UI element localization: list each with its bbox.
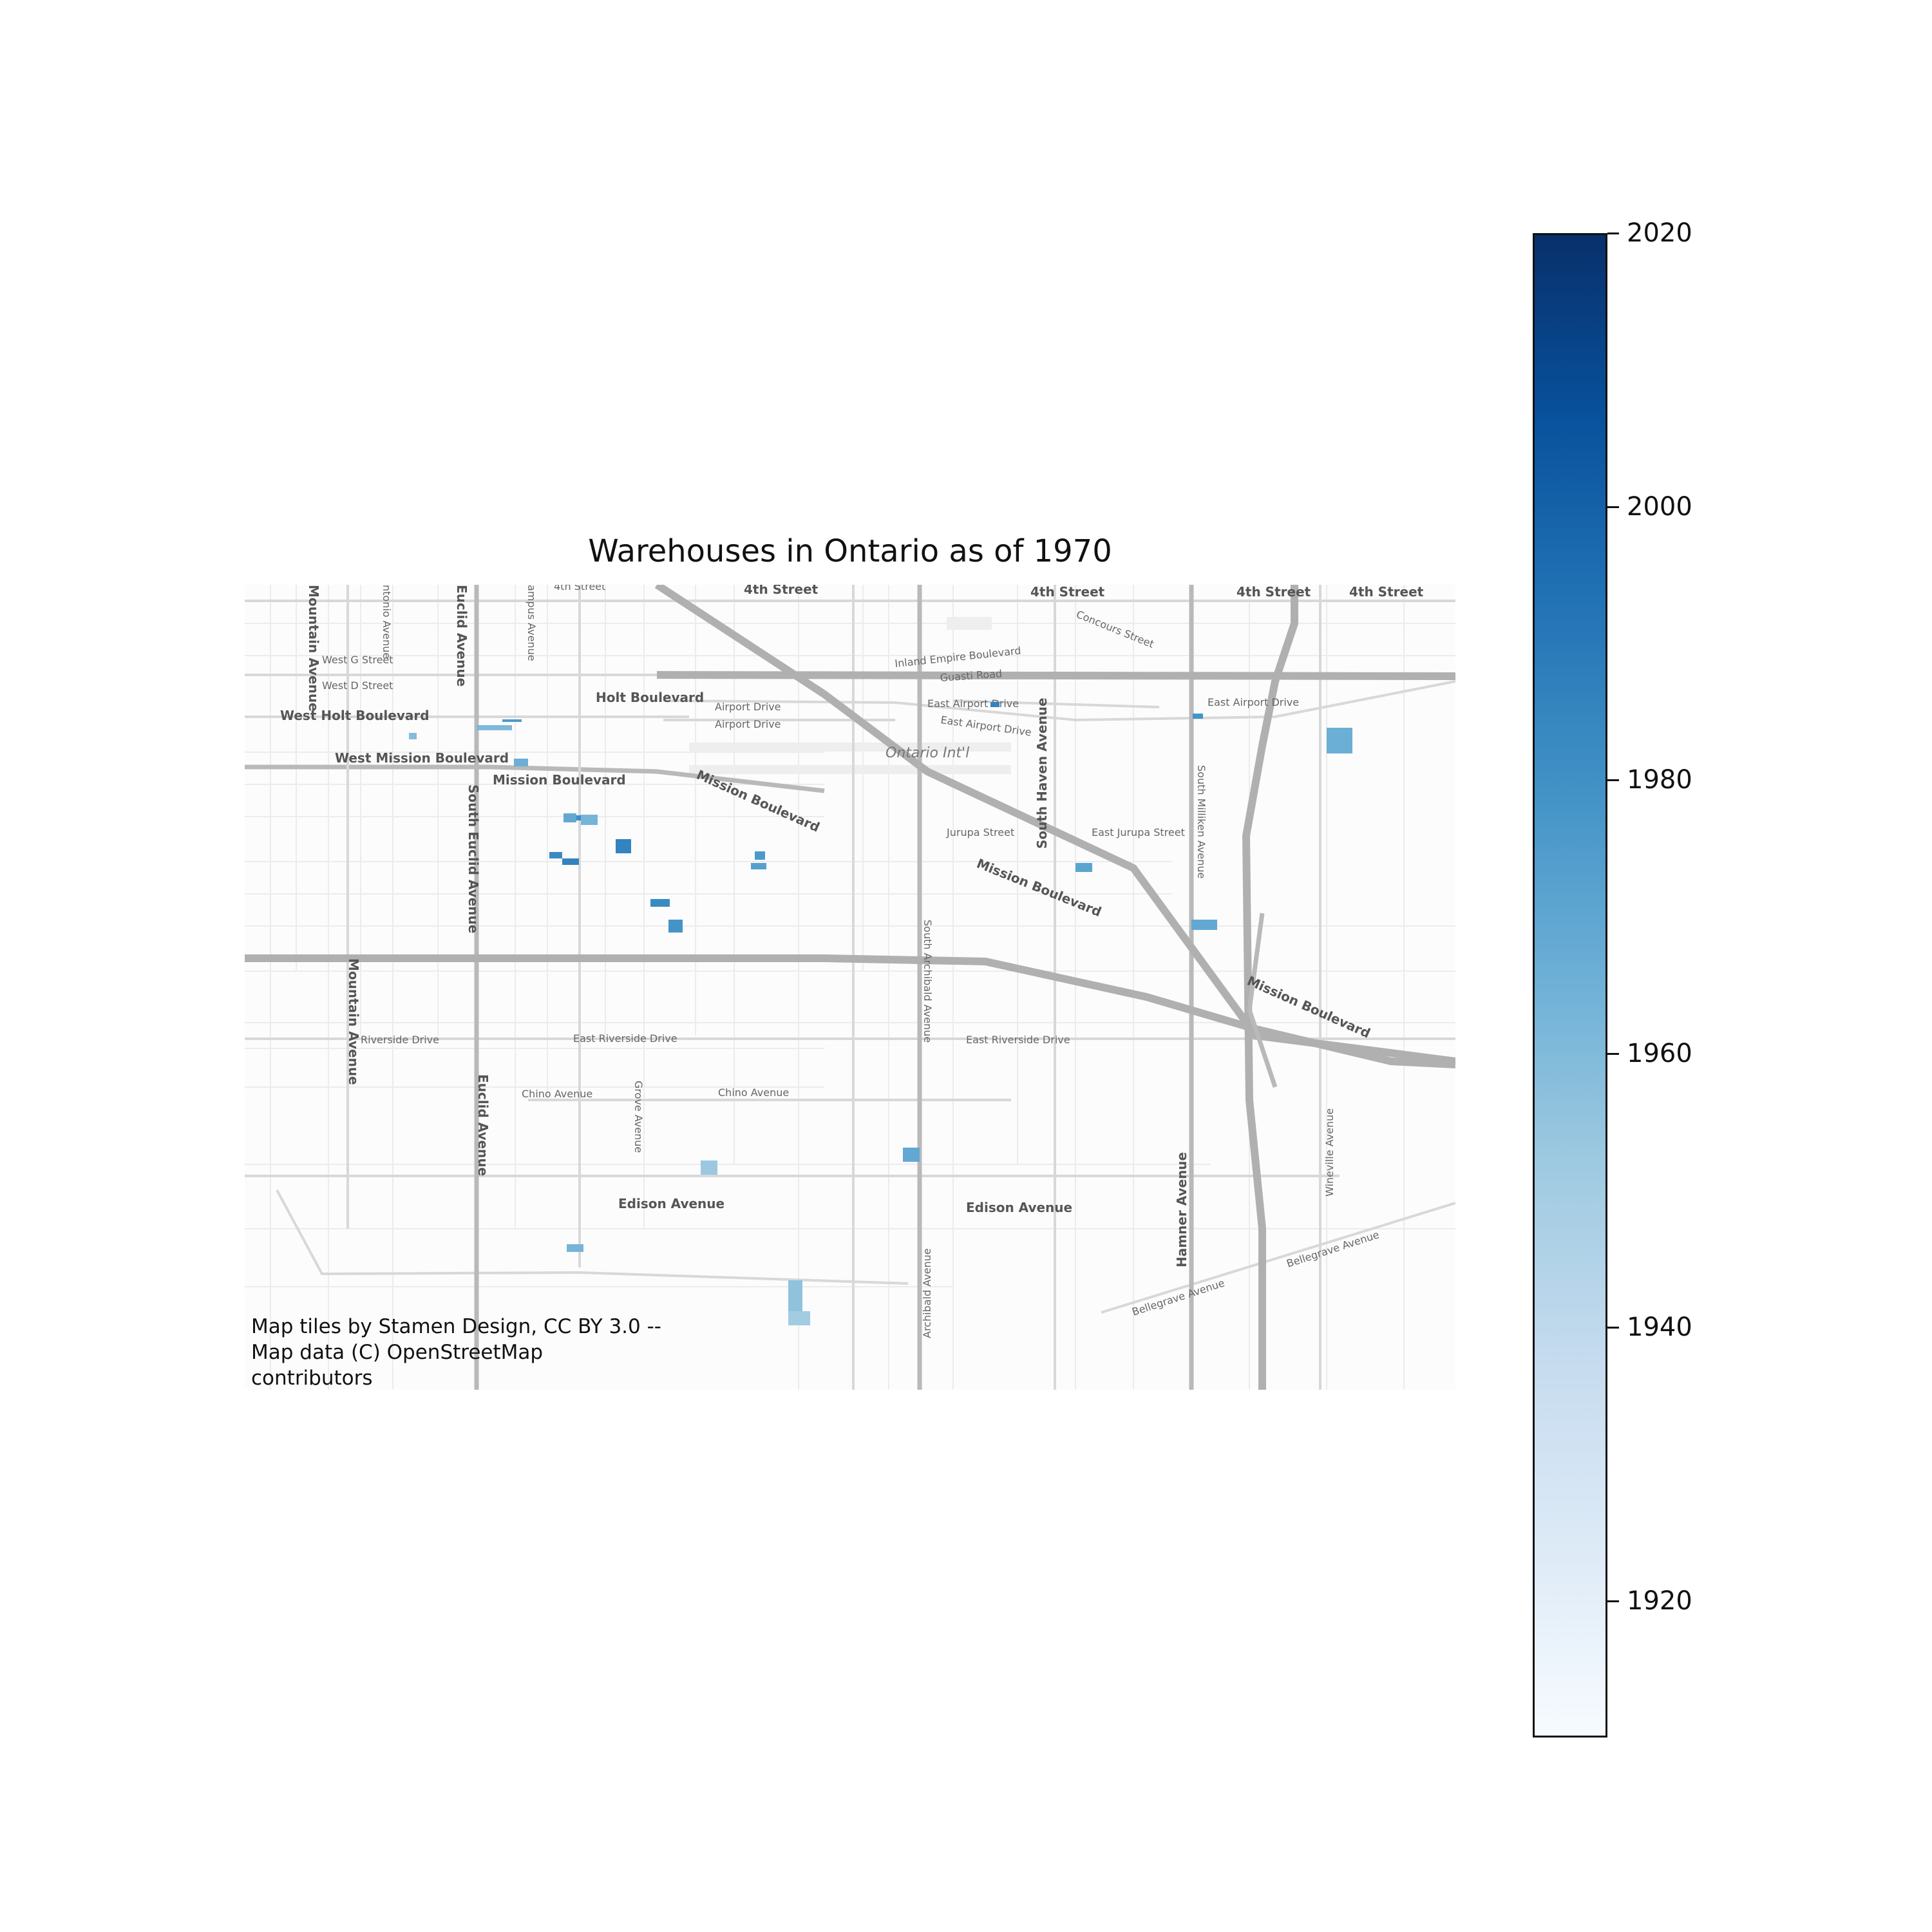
- label-south-milliken-avenue: South Milliken Avenue: [1195, 765, 1208, 878]
- label-chino-avenue-1: Chino Avenue: [522, 1088, 592, 1100]
- colorbar-tick-label: 2000: [1627, 491, 1692, 522]
- warehouse: [562, 858, 579, 865]
- label-mountain-avenue: Mountain Avenue: [306, 585, 321, 712]
- label-edison-avenue-1: Edison Avenue: [618, 1196, 724, 1211]
- label-jurupa-street: Jurupa Street: [946, 826, 1014, 838]
- colorbar-tick-label: 1980: [1627, 765, 1692, 795]
- label-mission-boulevard-west: Mission Boulevard: [493, 772, 626, 788]
- label-inland-empire-boulevard: Inland Empire Boulevard: [894, 645, 1021, 670]
- warehouse: [1075, 863, 1092, 872]
- warehouse: [564, 813, 576, 822]
- label-bellegrave-avenue-2: Bellegrave Avenue: [1285, 1228, 1380, 1269]
- label-east-jurupa-street: East Jurupa Street: [1092, 826, 1185, 838]
- warehouse: [650, 899, 670, 907]
- warehouse: [701, 1160, 717, 1175]
- colorbar-tick: [1607, 1600, 1619, 1602]
- label-east-airport-drive-1: East Airport Drive: [927, 697, 1019, 710]
- warehouse: [549, 852, 562, 858]
- colorbar-tick: [1607, 1053, 1619, 1056]
- warehouse: [581, 815, 598, 825]
- freeways: [245, 585, 1455, 1390]
- warehouse: [616, 839, 631, 853]
- warehouse: [903, 1148, 920, 1162]
- label-archibald-avenue: Archibald Avenue: [921, 1248, 933, 1338]
- label-4th-street-1: 4th Street: [744, 585, 819, 597]
- minor-street-grid: [245, 585, 1455, 1390]
- warehouse: [514, 759, 528, 766]
- warehouse: [755, 851, 765, 860]
- label-antonio-avenue: ntonio Avenue: [381, 585, 393, 659]
- warehouse: [1327, 728, 1352, 753]
- warehouse: [567, 1244, 583, 1252]
- warehouse: [477, 725, 512, 730]
- warehouse: [409, 733, 417, 739]
- colorbar: [1533, 233, 1607, 1738]
- label-airport-drive-1: Airport Drive: [715, 701, 781, 713]
- colorbar-tick: [1607, 1326, 1619, 1329]
- label-west-g-street: West G Street: [322, 654, 393, 666]
- label-concours-street: Concours Street: [1075, 608, 1156, 650]
- colorbar-tick-label: 1920: [1627, 1586, 1692, 1616]
- label-chino-avenue-2: Chino Avenue: [718, 1086, 789, 1099]
- warehouse-layer: [409, 702, 1352, 1325]
- warehouse: [990, 702, 999, 707]
- colorbar-tick: [1607, 779, 1619, 782]
- label-ontario-intl: Ontario Int'l: [886, 745, 969, 761]
- label-edison-avenue-2: Edison Avenue: [966, 1200, 1072, 1215]
- label-mountain-avenue-south: Mountain Avenue: [346, 958, 361, 1085]
- colorbar-tick: [1607, 506, 1619, 508]
- warehouse: [668, 920, 683, 933]
- label-bellegrave-avenue-1: Bellegrave Avenue: [1130, 1276, 1226, 1318]
- label-east-riverside-drive-2: East Riverside Drive: [966, 1034, 1070, 1046]
- label-south-euclid-avenue: South Euclid Avenue: [466, 784, 481, 933]
- map-attribution: Map tiles by Stamen Design, CC BY 3.0 --…: [251, 1315, 661, 1390]
- map-area[interactable]: 4th Street 4th Street 4th Street 4th Str…: [245, 585, 1455, 1390]
- colorbar-tick-label: 1940: [1627, 1312, 1692, 1342]
- colorbar-tick: [1607, 232, 1619, 234]
- label-airport-drive-2: Airport Drive: [715, 718, 781, 730]
- label-riverside-drive: Riverside Drive: [361, 1034, 439, 1046]
- label-4th-street-2: 4th Street: [1030, 585, 1105, 600]
- label-holt-boulevard: Holt Boulevard: [596, 690, 704, 705]
- label-west-mission-boulevard: West Mission Boulevard: [335, 750, 509, 766]
- label-4th-street-3: 4th Street: [1236, 585, 1311, 600]
- label-mission-boulevard-mid: Mission Boulevard: [694, 767, 822, 835]
- label-campus-avenue: ampus Avenue: [526, 585, 538, 661]
- label-wineville-avenue: Wineville Avenue: [1323, 1108, 1336, 1197]
- warehouse: [1193, 714, 1203, 719]
- colorbar-tick-label: 2020: [1627, 218, 1692, 248]
- label-4th-street-5: 4th Street: [554, 585, 605, 592]
- label-east-riverside-drive-1: East Riverside Drive: [573, 1032, 677, 1045]
- warehouse: [1191, 920, 1217, 930]
- label-hamner-avenue: Hamner Avenue: [1174, 1152, 1189, 1267]
- label-4th-street-4: 4th Street: [1349, 585, 1424, 600]
- map-title: Warehouses in Ontario as of 1970: [588, 533, 1112, 569]
- label-south-haven-avenue: South Haven Avenue: [1034, 697, 1050, 849]
- label-west-d-street: West D Street: [322, 679, 393, 692]
- warehouse: [576, 815, 582, 820]
- label-grove-avenue: Grove Avenue: [632, 1081, 645, 1153]
- warehouse: [788, 1311, 810, 1325]
- label-east-airport-drive-3: East Airport Drive: [1208, 696, 1299, 708]
- label-guasti-road: Guasti Road: [940, 667, 1003, 684]
- warehouse: [502, 719, 522, 722]
- label-euclid-avenue-south: Euclid Avenue: [475, 1074, 491, 1176]
- colorbar-tick-label: 1960: [1627, 1039, 1692, 1069]
- warehouse: [751, 863, 766, 869]
- label-south-archibald-avenue: South Archibald Avenue: [922, 920, 934, 1043]
- label-west-holt-boulevard: West Holt Boulevard: [280, 708, 430, 723]
- label-euclid-avenue-north: Euclid Avenue: [454, 585, 469, 687]
- basemap: 4th Street 4th Street 4th Street 4th Str…: [245, 585, 1455, 1390]
